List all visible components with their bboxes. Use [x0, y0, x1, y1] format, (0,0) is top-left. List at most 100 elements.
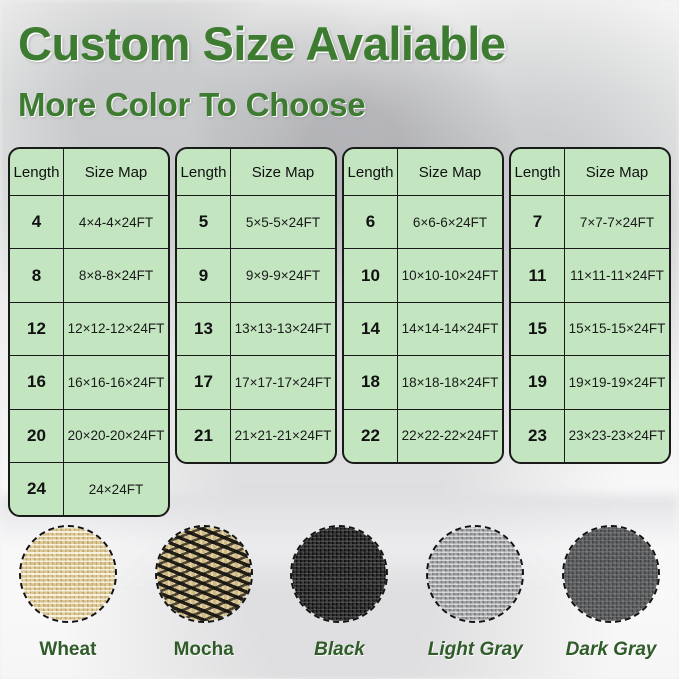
table-header-row: Length Size Map — [177, 149, 335, 196]
table-row: 5 5×5-5×24FT — [177, 196, 335, 250]
column-header-size-map: Size Map — [418, 163, 482, 181]
cell-size-map: 13×13-13×24FT — [234, 321, 332, 337]
table-row: 12 12×12-12×24FT — [10, 302, 168, 357]
column-header-length: Length — [177, 149, 231, 195]
column-header-length: Length — [10, 149, 64, 195]
cell-length: 23 — [511, 409, 565, 462]
cell-length: 13 — [177, 302, 231, 356]
cell-length: 22 — [344, 409, 398, 462]
table-row: 10 10×10-10×24FT — [344, 249, 502, 303]
fabric-weave-texture — [156, 527, 251, 621]
page-subtitle: More Color To Choose — [18, 86, 366, 123]
swatch-label: Black — [314, 639, 365, 660]
table-header-row: Length Size Map — [10, 149, 168, 196]
cell-size-map: 8×8-8×24FT — [78, 268, 154, 284]
table-header-row: Length Size Map — [511, 149, 669, 196]
cell-length: 11 — [511, 249, 565, 302]
table-row: 4 4×4-4×24FT — [10, 196, 168, 250]
cell-size-map: 5×5-5×24FT — [245, 214, 321, 230]
cell-length: 8 — [10, 249, 64, 302]
swatch-label: Mocha — [173, 639, 234, 660]
fabric-weave-texture — [564, 527, 659, 621]
table-row: 14 14×14-14×24FT — [344, 302, 502, 357]
swatch-label: Wheat — [39, 639, 97, 660]
black-fabric-swatch[interactable] — [290, 525, 389, 623]
heading-block: Custom Size Avaliable More Color To Choo… — [0, 0, 679, 121]
table-row: 21 21×21-21×24FT — [177, 409, 335, 462]
table-row: 20 20×20-20×24FT — [10, 409, 168, 463]
table-row: 22 22×22-22×24FT — [344, 409, 502, 462]
cell-length: 6 — [344, 196, 398, 249]
swatch-cell: Wheat — [0, 525, 136, 661]
mocha-fabric-swatch[interactable] — [154, 525, 253, 623]
fabric-weave-texture — [428, 527, 523, 621]
cell-size-map: 15×15-15×24FT — [568, 321, 666, 337]
cell-size-map: 17×17-17×24FT — [234, 374, 332, 390]
cell-size-map: 4×4-4×24FT — [78, 214, 154, 230]
cell-length: 20 — [10, 409, 64, 462]
column-header-size-map: Size Map — [585, 163, 649, 181]
table-row: 15 15×15-15×24FT — [511, 302, 669, 357]
size-table-3: Length Size Map 6 6×6-6×24FT 10 10×10-10×24FT… — [342, 147, 504, 464]
cell-length: 18 — [344, 356, 398, 409]
page-title: Custom Size Avaliable — [18, 17, 506, 70]
cell-size-map: 7×7-7×24FT — [579, 214, 655, 230]
table-row: 11 11×11-11×24FT — [511, 249, 669, 303]
cell-length: 14 — [344, 302, 398, 356]
swatch-cell: Mocha — [136, 525, 272, 661]
cell-size-map: 18×18-18×24FT — [401, 374, 499, 390]
cell-length: 21 — [177, 409, 231, 462]
cell-size-map: 9×9-9×24FT — [245, 268, 321, 284]
cell-size-map: 14×14-14×24FT — [401, 321, 499, 337]
cell-length: 12 — [10, 302, 64, 356]
cell-length: 16 — [10, 356, 64, 409]
column-header-size-map: Size Map — [251, 163, 315, 181]
swatch-cell: Black — [272, 525, 408, 661]
cell-length: 7 — [511, 196, 565, 249]
table-row: 23 23×23-23×24FT — [511, 409, 669, 462]
cell-size-map: 6×6-6×24FT — [412, 214, 488, 230]
cell-size-map: 24×24FT — [88, 481, 144, 497]
fabric-weave-texture — [292, 527, 387, 621]
cell-length: 4 — [10, 196, 64, 249]
cell-length: 9 — [177, 249, 231, 302]
table-row: 18 18×18-18×24FT — [344, 356, 502, 410]
cell-length: 17 — [177, 356, 231, 409]
cell-length: 5 — [177, 196, 231, 249]
cell-size-map: 11×11-11×24FT — [570, 268, 664, 284]
column-header-length: Length — [511, 149, 565, 195]
table-row: 8 8×8-8×24FT — [10, 249, 168, 303]
swatch-label: Dark Gray — [565, 639, 657, 660]
size-table-4: Length Size Map 7 7×7-7×24FT 11 11×11-11×24FT… — [509, 147, 671, 464]
wheat-fabric-swatch[interactable] — [18, 525, 117, 623]
table-header-row: Length Size Map — [344, 149, 502, 196]
table-row: 7 7×7-7×24FT — [511, 196, 669, 250]
swatch-cell: Light Gray — [407, 525, 543, 661]
color-swatches-group: Wheat Mocha Black Light Gray Dark Gray — [0, 525, 679, 661]
cell-size-map: 19×19-19×24FT — [568, 374, 666, 390]
cell-size-map: 16×16-16×24FT — [67, 374, 165, 390]
cell-size-map: 20×20-20×24FT — [67, 428, 165, 444]
swatch-cell: Dark Gray — [543, 525, 679, 661]
table-row: 13 13×13-13×24FT — [177, 302, 335, 357]
column-header-length: Length — [344, 149, 398, 195]
table-row: 17 17×17-17×24FT — [177, 356, 335, 410]
table-row: 19 19×19-19×24FT — [511, 356, 669, 410]
cell-size-map: 10×10-10×24FT — [401, 268, 499, 284]
size-table-2: Length Size Map 5 5×5-5×24FT 9 9×9-9×24FT 13 13… — [175, 147, 337, 464]
dark-gray-fabric-swatch[interactable] — [562, 525, 661, 623]
table-row: 9 9×9-9×24FT — [177, 249, 335, 303]
cell-length: 19 — [511, 356, 565, 409]
table-row: 16 16×16-16×24FT — [10, 356, 168, 410]
light-gray-fabric-swatch[interactable] — [426, 525, 525, 623]
cell-size-map: 22×22-22×24FT — [401, 428, 499, 444]
cell-length: 15 — [511, 302, 565, 356]
table-row: 6 6×6-6×24FT — [344, 196, 502, 250]
swatch-label: Light Gray — [427, 639, 523, 660]
size-tables-group: Length Size Map 4 4×4-4×24FT 8 8×8-8×24FT 12 12… — [8, 147, 671, 518]
fabric-weave-texture — [20, 527, 115, 621]
cell-length: 24 — [10, 462, 64, 516]
size-table-1: Length Size Map 4 4×4-4×24FT 8 8×8-8×24FT 12 12… — [8, 147, 170, 518]
column-header-size-map: Size Map — [84, 163, 148, 181]
